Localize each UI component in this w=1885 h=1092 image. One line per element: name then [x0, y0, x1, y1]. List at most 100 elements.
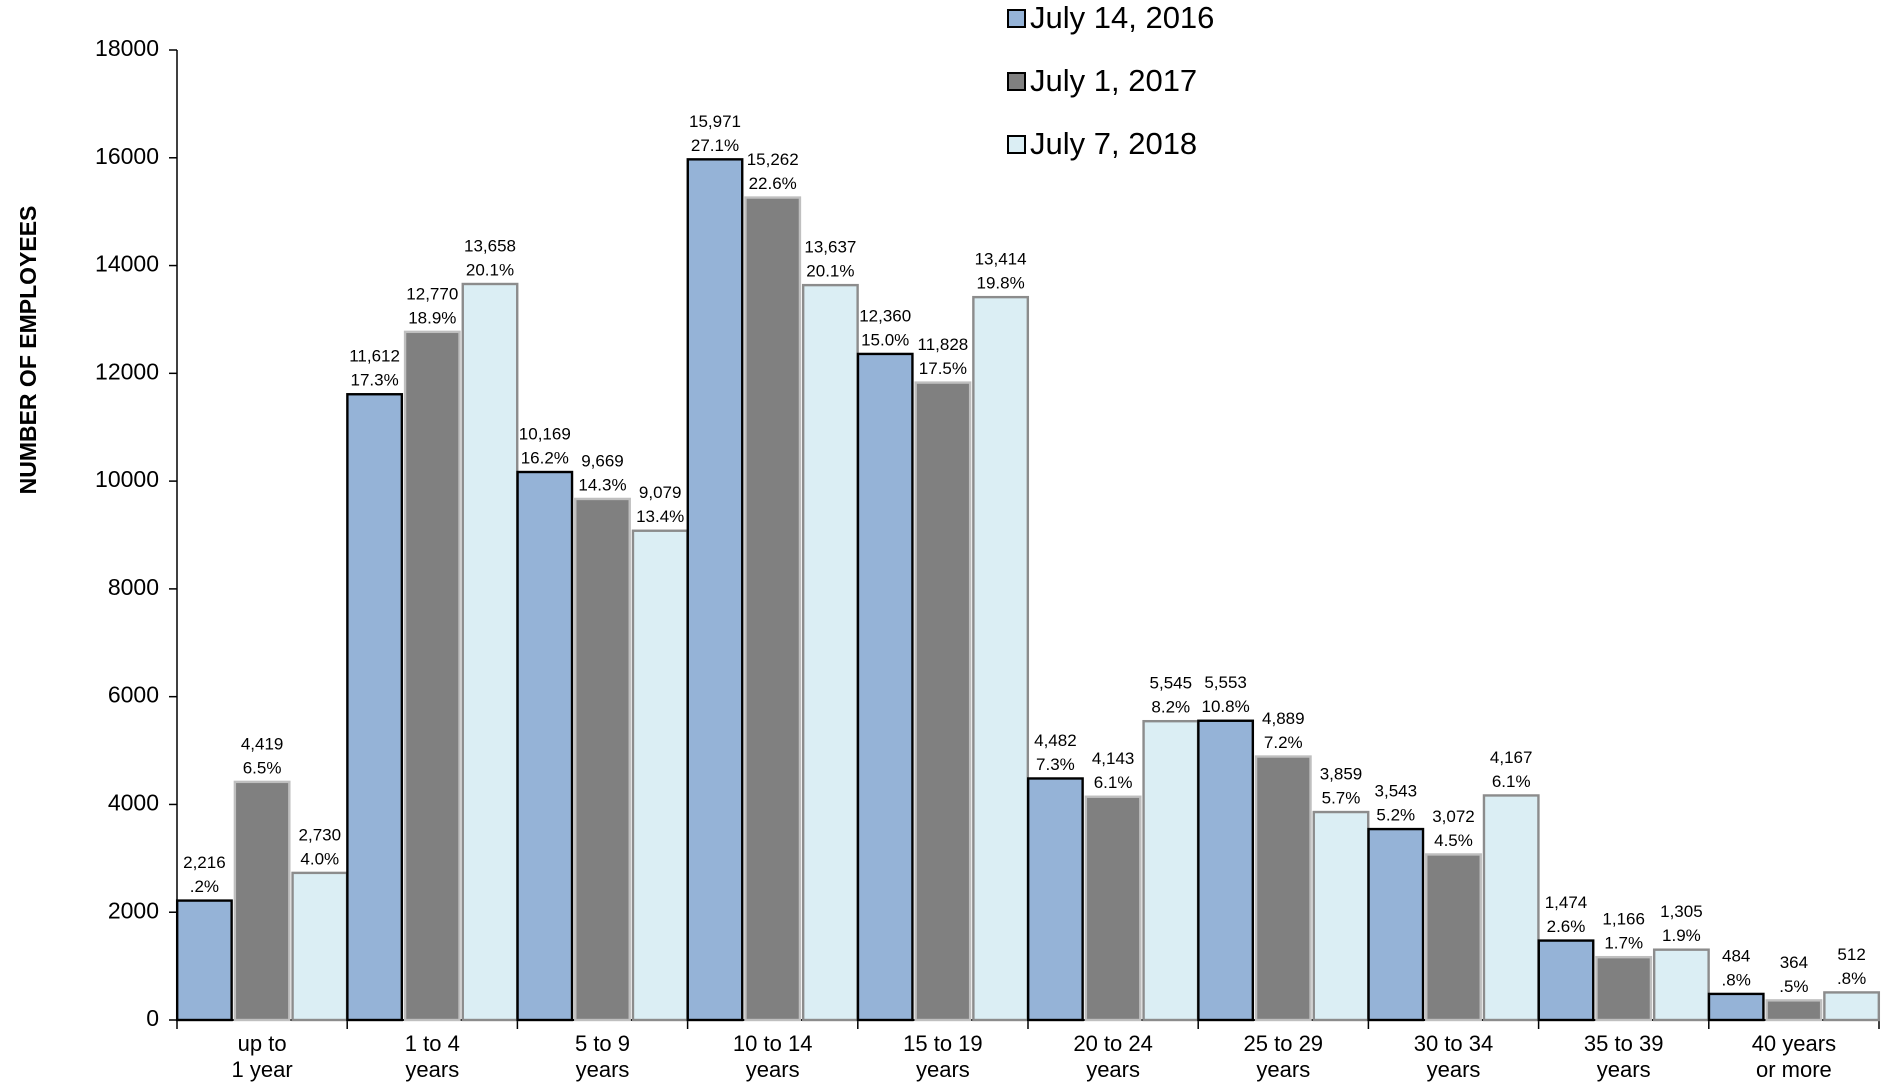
value-label: 13,658	[464, 236, 516, 255]
bar	[914, 381, 972, 1022]
percent-label: .8%	[1837, 969, 1866, 988]
percent-label: 1.7%	[1604, 934, 1643, 953]
y-tick-label: 18000	[95, 35, 159, 61]
bar	[1537, 939, 1595, 1022]
bar	[1142, 719, 1200, 1022]
value-label: 3,543	[1375, 782, 1418, 801]
percent-label: 2.6%	[1547, 917, 1586, 936]
bar	[686, 158, 744, 1022]
value-label: 11,828	[918, 335, 969, 354]
bar	[175, 899, 233, 1022]
percent-label: 7.2%	[1264, 733, 1303, 752]
value-label: 4,482	[1034, 731, 1077, 750]
bar	[1312, 810, 1370, 1022]
bar	[801, 283, 859, 1022]
y-tick-label: 2000	[108, 897, 159, 923]
x-tick-label: 25 to 29 years	[1243, 1031, 1324, 1082]
y-tick-label: 10000	[95, 466, 159, 492]
percent-label: 8.2%	[1151, 698, 1190, 717]
bar	[631, 529, 689, 1022]
percent-label: .5%	[1779, 977, 1808, 996]
value-label: 13,414	[975, 250, 1027, 269]
x-tick-label: 40 years or more	[1751, 1031, 1837, 1082]
bar	[516, 470, 574, 1022]
bar	[972, 295, 1030, 1022]
bar	[461, 282, 519, 1022]
value-label: 4,889	[1262, 709, 1305, 728]
percent-label: 1.9%	[1662, 926, 1701, 945]
y-tick-label: 4000	[108, 790, 159, 816]
value-label: 15,262	[747, 150, 799, 169]
x-tick-label: 30 to 34 years	[1413, 1031, 1494, 1082]
value-label: 3,072	[1432, 807, 1475, 826]
percent-label: 19.8%	[976, 274, 1024, 293]
percent-label: 10.8%	[1202, 697, 1250, 716]
value-label: 1,474	[1545, 893, 1588, 912]
value-label: 4,143	[1092, 749, 1135, 768]
y-tick-label: 8000	[108, 574, 159, 600]
y-axis-title: NUMBER OF EMPLOYEES	[15, 206, 41, 495]
legend-swatch	[1007, 72, 1026, 91]
bar	[403, 330, 461, 1022]
bar	[1823, 991, 1881, 1022]
value-label: 2,730	[299, 825, 342, 844]
bar	[1652, 948, 1710, 1022]
legend-swatch	[1007, 135, 1026, 154]
percent-label: 5.2%	[1376, 806, 1415, 825]
bar	[1425, 853, 1482, 1022]
percent-label: 27.1%	[691, 136, 739, 155]
x-tick-label: 15 to 19 years	[903, 1031, 983, 1082]
bar	[1765, 999, 1823, 1022]
value-label: 364	[1780, 953, 1808, 972]
bar	[1482, 794, 1540, 1022]
value-label: 3,859	[1320, 765, 1363, 784]
bar	[1084, 795, 1142, 1022]
value-label: 512	[1837, 945, 1865, 964]
x-tick-label: 10 to 14 years	[732, 1031, 813, 1082]
percent-label: 6.1%	[1094, 773, 1133, 792]
x-tick-label: 1 to 4 years	[404, 1031, 460, 1082]
percent-label: 6.1%	[1492, 772, 1531, 791]
percent-label: .8%	[1722, 970, 1751, 989]
percent-label: 7.3%	[1036, 755, 1075, 774]
bar	[1595, 955, 1653, 1022]
bar	[233, 780, 291, 1022]
value-label: 9,669	[581, 451, 624, 470]
value-label: 1,305	[1660, 902, 1703, 921]
value-label: 15,971	[689, 112, 741, 131]
percent-label: 4.0%	[300, 849, 339, 868]
value-label: 5,553	[1204, 673, 1247, 692]
percent-label: 14.3%	[578, 475, 626, 494]
value-label: 13,637	[804, 238, 856, 257]
x-tick-label: 35 to 39 years	[1583, 1031, 1664, 1082]
percent-label: 20.1%	[806, 262, 854, 281]
y-tick-label: 16000	[95, 143, 159, 169]
percent-label: 5.7%	[1322, 789, 1361, 808]
legend-label: July 1, 2017	[1030, 63, 1197, 98]
bar	[1254, 755, 1312, 1022]
value-label: 4,167	[1490, 748, 1533, 767]
percent-label: 18.9%	[408, 308, 456, 327]
bar	[1026, 777, 1084, 1022]
y-tick-label: 6000	[108, 682, 159, 708]
value-label: 4,419	[241, 734, 284, 753]
percent-label: 15.0%	[861, 330, 909, 349]
bar	[1197, 719, 1255, 1022]
bar	[574, 497, 631, 1022]
bar	[856, 352, 914, 1022]
legend-swatch	[1007, 9, 1026, 28]
percent-label: 16.2%	[521, 448, 569, 467]
percent-label: 17.3%	[351, 371, 399, 390]
x-tick-label: up to 1 year	[231, 1031, 293, 1082]
percent-label: 22.6%	[749, 174, 797, 193]
legend-label: July 7, 2018	[1030, 126, 1197, 161]
percent-label: 20.1%	[466, 260, 514, 279]
value-label: 10,169	[519, 424, 571, 443]
bar	[1707, 992, 1765, 1022]
value-label: 484	[1722, 946, 1750, 965]
bar	[291, 871, 349, 1022]
value-label: 11,612	[349, 347, 400, 366]
value-label: 1,166	[1602, 910, 1645, 929]
